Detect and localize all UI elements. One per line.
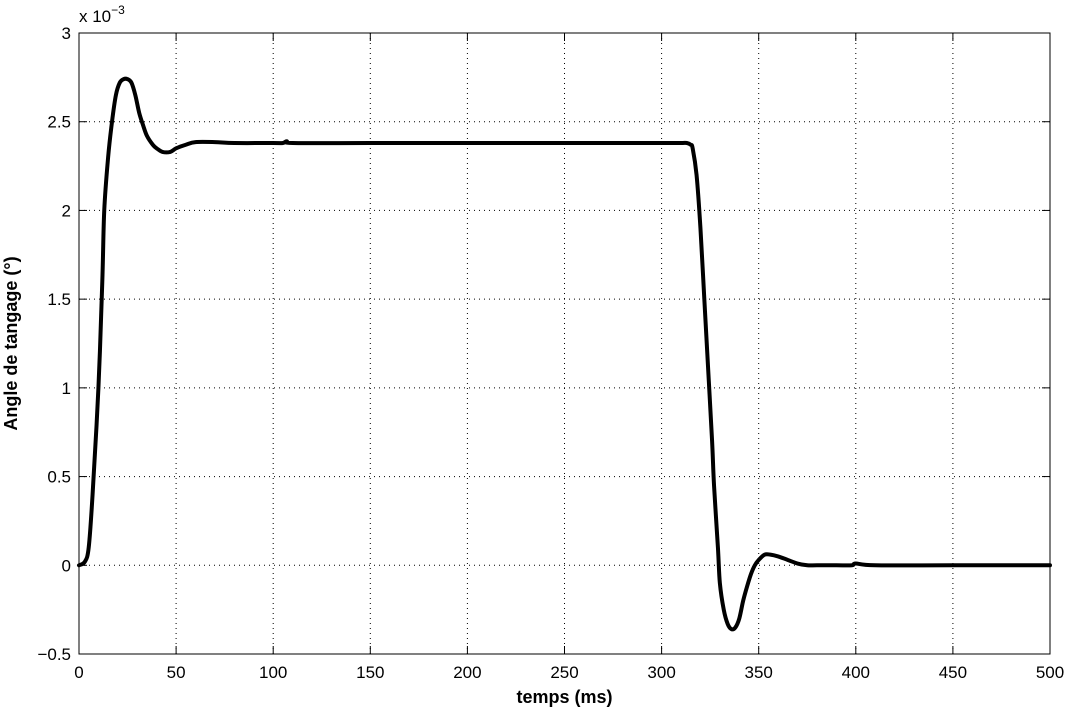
series-layer (77, 76, 1052, 632)
x-tick-label: 450 (939, 663, 967, 682)
x-tick-label: 500 (1036, 663, 1064, 682)
y-tick-label: −0.5 (37, 645, 71, 664)
y-tick-label: 2 (62, 201, 71, 220)
y-tick-label: 1.5 (47, 290, 71, 309)
y-tick-label: 1 (62, 379, 71, 398)
x-tick-label: 150 (356, 663, 384, 682)
x-tick-label: 250 (550, 663, 578, 682)
axis-ticks: 0 50 100 150 200 250 300 350 400 450 500−0.500.511… (37, 24, 1064, 682)
y-tick-label: 3 (62, 24, 71, 43)
y-tick-label: 0 (62, 556, 71, 575)
series-line (77, 76, 1052, 632)
x-tick-label: 0 (74, 663, 83, 682)
x-tick-label: 50 (167, 663, 186, 682)
x-tick-label: 100 (259, 663, 287, 682)
y-tick-label: 0.5 (47, 468, 71, 487)
y-scale-exponent: −3 (111, 3, 125, 17)
y-axis-title: Angle de tangage (°) (1, 256, 21, 430)
x-axis-title: temps (ms) (516, 687, 612, 707)
y-scale-multiplier: x 10−3 (79, 3, 125, 26)
y-scale-base: x 10 (79, 7, 111, 26)
grid (79, 33, 1050, 654)
x-tick-label: 400 (842, 663, 870, 682)
x-tick-label: 300 (647, 663, 675, 682)
x-tick-label: 350 (745, 663, 773, 682)
y-tick-label: 2.5 (47, 113, 71, 132)
x-tick-label: 200 (453, 663, 481, 682)
